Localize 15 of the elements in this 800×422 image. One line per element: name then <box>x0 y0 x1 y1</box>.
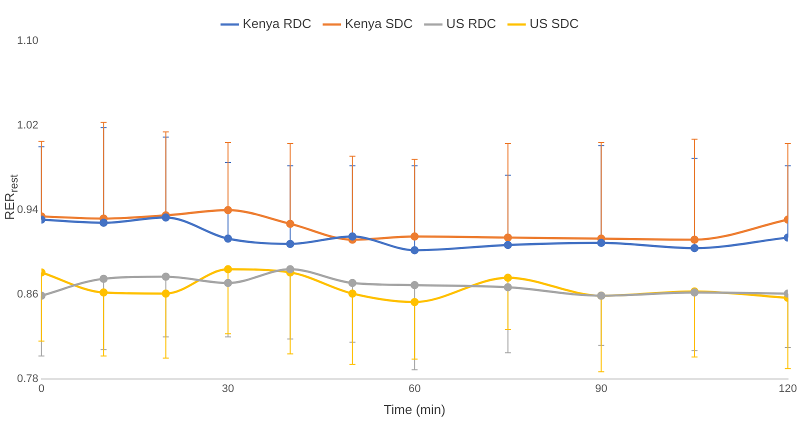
x-tick-label: 30 <box>222 382 234 395</box>
y-tick-label: 1.02 <box>16 120 38 132</box>
legend-label: US RDC <box>446 16 496 32</box>
y-tick-label: 0.94 <box>16 204 38 216</box>
legend-label: US SDC <box>530 16 579 32</box>
x-tick-label: 0 <box>38 382 44 395</box>
x-axis-title: Time (min) <box>384 402 446 417</box>
y-tick-label: 1.10 <box>16 35 38 48</box>
legend-label: Kenya RDC <box>242 16 312 32</box>
x-tick-label: 60 <box>408 382 421 395</box>
x-tick-label: 90 <box>595 382 608 395</box>
legend-label: Kenya SDC <box>344 16 413 32</box>
x-tick-label: 120 <box>778 382 798 395</box>
y-tick-label: 0.78 <box>16 373 38 386</box>
y-tick-label: 0.86 <box>16 288 38 301</box>
